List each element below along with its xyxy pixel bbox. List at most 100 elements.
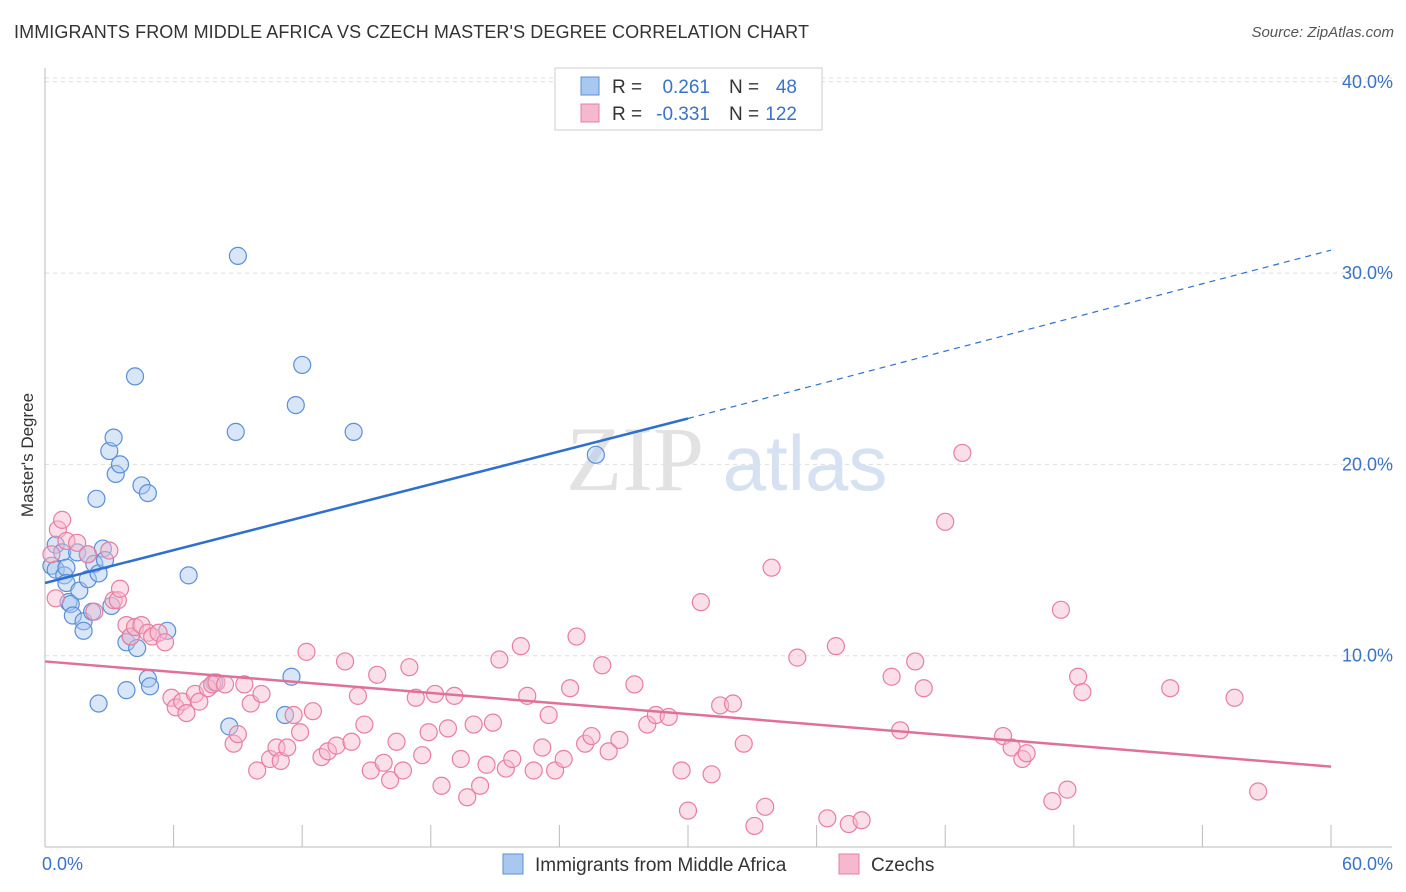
stats-n-label-blue: N =: [729, 77, 759, 98]
point-czechs: [470, 776, 490, 795]
point-czechs: [554, 749, 573, 769]
stats-legend-swatch-pink: [580, 103, 600, 123]
legend-swatch-czechs: [838, 853, 860, 875]
stats-n-label-pink: N =: [729, 104, 759, 125]
point-czechs: [490, 650, 509, 669]
point-middle-africa: [125, 367, 145, 386]
point-czechs: [342, 732, 361, 751]
point-czechs: [567, 627, 586, 646]
trend-line-czechs: [44, 660, 1332, 768]
stats-r-value-blue: 0.261: [662, 77, 710, 98]
point-czechs: [1225, 688, 1244, 707]
trend-line-middle-africa: [44, 417, 689, 585]
point-czechs: [368, 665, 387, 684]
point-czechs: [511, 637, 530, 656]
point-middle-africa: [226, 422, 245, 441]
point-czechs: [78, 545, 97, 564]
point-czechs: [149, 623, 168, 642]
point-czechs: [1161, 679, 1180, 698]
point-czechs: [419, 723, 438, 742]
point-czechs: [177, 703, 196, 723]
point-czechs: [108, 591, 127, 610]
point-czechs: [104, 591, 123, 610]
point-czechs: [672, 761, 691, 780]
point-middle-africa: [63, 606, 82, 625]
point-czechs: [387, 732, 406, 751]
point-czechs: [496, 759, 515, 778]
point-czechs: [1249, 782, 1268, 801]
point-czechs: [190, 692, 209, 711]
stats-r-value-pink: -0.331: [656, 104, 710, 125]
point-czechs: [85, 602, 104, 621]
point-czechs: [290, 723, 310, 742]
x-tick-label-max: 60.0%: [1342, 854, 1393, 874]
point-czechs: [582, 726, 601, 746]
y-tick-label: 10.0%: [1342, 646, 1393, 666]
point-czechs: [1068, 667, 1088, 686]
point-czechs: [155, 633, 175, 652]
point-czechs: [610, 730, 629, 749]
point-czechs: [406, 688, 425, 707]
point-czechs: [702, 765, 721, 784]
point-czechs: [593, 656, 612, 675]
point-middle-africa: [117, 681, 136, 700]
point-czechs: [1058, 780, 1077, 799]
point-czechs: [734, 734, 753, 753]
point-middle-africa: [100, 441, 119, 461]
point-czechs: [818, 809, 837, 828]
point-middle-africa: [140, 677, 160, 696]
chart-source: Source: ZipAtlas.com: [1251, 24, 1394, 41]
point-czechs: [432, 776, 451, 795]
legend-swatch-middle-africa: [502, 853, 524, 875]
grid-lines: [45, 77, 1392, 657]
point-middle-africa: [228, 246, 247, 265]
point-czechs: [303, 702, 323, 721]
point-czechs: [162, 688, 181, 707]
point-czechs: [46, 589, 65, 608]
point-czechs: [215, 675, 235, 694]
y-axis-label: Master's Degree: [18, 393, 37, 517]
point-middle-africa: [586, 445, 605, 464]
watermark-zip: ZIP: [566, 408, 704, 510]
y-tick-label: 30.0%: [1342, 263, 1393, 283]
point-czechs: [723, 694, 743, 713]
point-czechs: [53, 510, 72, 529]
point-czechs: [278, 738, 297, 757]
legend-label-czechs: Czechs: [871, 855, 934, 876]
point-czechs: [110, 579, 130, 598]
point-czechs: [348, 686, 368, 705]
point-czechs: [691, 593, 710, 612]
point-middle-africa: [138, 483, 157, 503]
point-czechs: [477, 755, 496, 774]
trend-lines: [44, 249, 1332, 768]
point-middle-africa: [89, 694, 108, 713]
point-czechs: [121, 627, 140, 646]
chart-title: IMMIGRANTS FROM MIDDLE AFRICA VS CZECH M…: [14, 22, 810, 42]
point-czechs: [100, 541, 119, 560]
point-middle-africa: [128, 638, 147, 658]
point-czechs: [906, 652, 925, 671]
watermark-atlas: atlas: [723, 419, 888, 507]
point-czechs: [625, 675, 644, 694]
y-tick-label: 20.0%: [1342, 454, 1393, 474]
point-middle-africa: [106, 464, 125, 484]
point-czechs: [1043, 791, 1062, 811]
point-czechs: [756, 797, 775, 816]
point-czechs: [936, 512, 955, 531]
point-czechs: [1051, 600, 1071, 619]
y-tick-label: 40.0%: [1342, 72, 1393, 92]
point-czechs: [882, 667, 901, 686]
stats-legend-swatch-blue: [580, 76, 600, 96]
point-czechs: [914, 679, 933, 698]
point-czechs: [248, 761, 267, 780]
point-middle-africa: [74, 621, 93, 640]
point-middle-africa: [179, 566, 198, 585]
point-czechs: [852, 811, 871, 830]
stats-r-label-blue: R =: [612, 77, 642, 98]
stats-legend: R = 0.261 N = 48 R = -0.331 N = 122: [554, 67, 823, 131]
trend-line-middle-africa-dashed: [687, 249, 1332, 420]
stats-n-value-blue: 48: [776, 77, 797, 98]
point-czechs: [503, 749, 522, 769]
point-czechs: [267, 738, 286, 757]
